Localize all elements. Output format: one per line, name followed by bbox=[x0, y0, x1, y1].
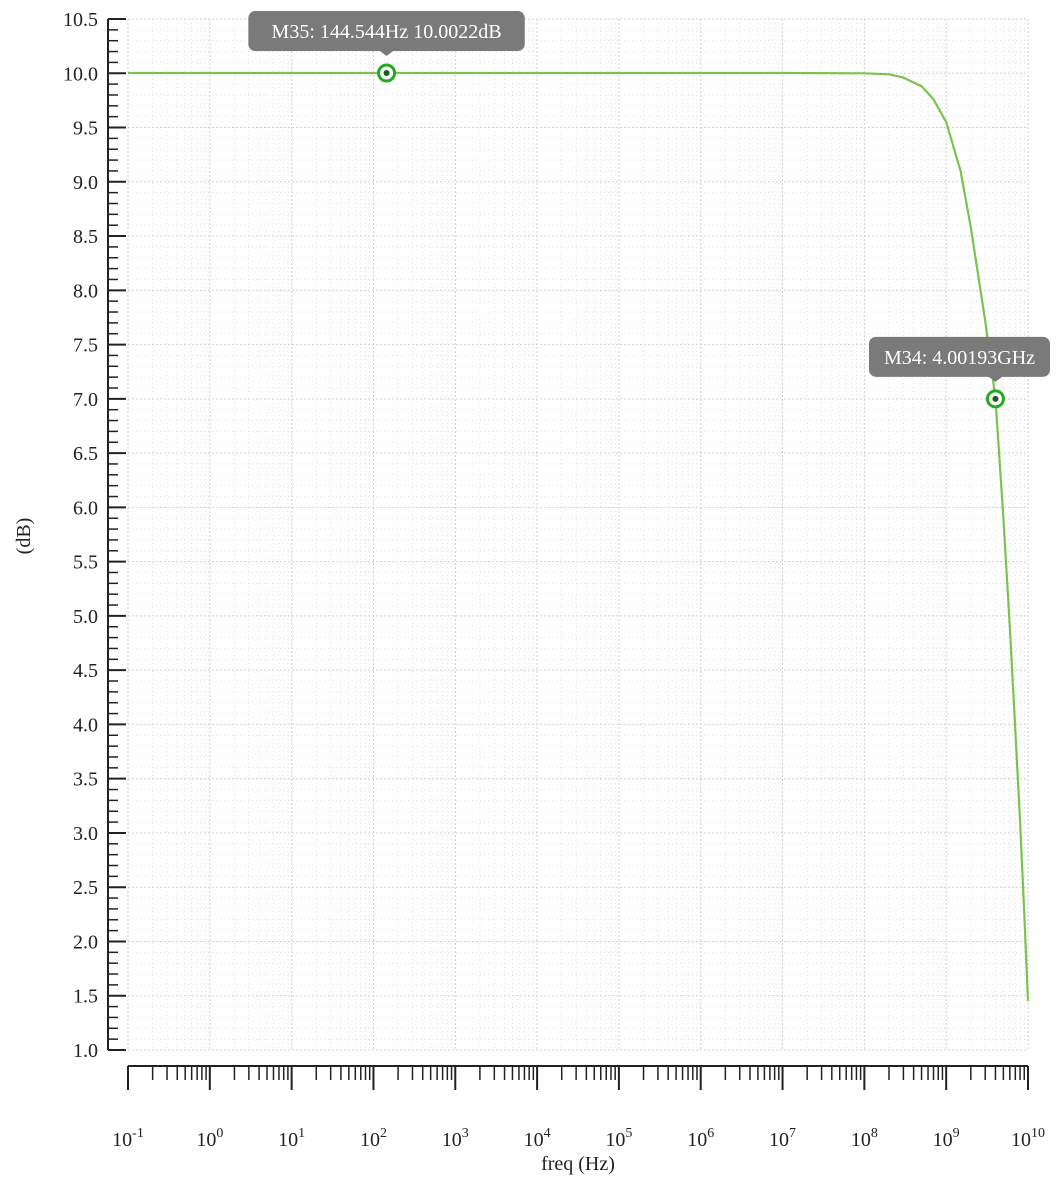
x-tick-exponent: 5 bbox=[625, 1126, 632, 1141]
y-tick-label: 5.0 bbox=[73, 606, 98, 628]
axis-layer: 1.0 1.5 2.0 2.5 3.0 3.5 4.0 4.5 5.0 5.5 6.0 6.5 7.0 7… bbox=[63, 9, 1045, 1151]
x-tick-label: 105 bbox=[605, 1126, 632, 1151]
x-tick-base: 10 bbox=[933, 1129, 953, 1151]
marker-layer: M35: 144.544Hz 10.0022dB M34: 4.00193GHz bbox=[248, 11, 1050, 409]
x-tick-exponent: 10 bbox=[1031, 1126, 1045, 1141]
y-tick-label: 7.0 bbox=[73, 389, 98, 411]
y-tick-label: 9.0 bbox=[73, 172, 98, 194]
x-tick-base: 10 bbox=[278, 1129, 298, 1151]
y-tick-label: 6.5 bbox=[73, 443, 98, 465]
x-tick-exponent: 8 bbox=[871, 1126, 878, 1141]
x-tick-label: 106 bbox=[687, 1126, 714, 1151]
x-tick-exponent: 7 bbox=[789, 1126, 796, 1141]
y-tick-label: 10.5 bbox=[63, 9, 98, 31]
series-layer bbox=[128, 71, 1030, 1002]
x-tick-exponent: 1 bbox=[298, 1126, 305, 1141]
marker-label-text: M35: 144.544Hz 10.0022dB bbox=[272, 21, 502, 43]
marker-point-dot bbox=[992, 395, 999, 402]
x-tick-base: 10 bbox=[687, 1129, 707, 1151]
y-tick-label: 7.5 bbox=[73, 335, 98, 357]
x-tick-label: 102 bbox=[360, 1126, 387, 1151]
x-tick-label: 109 bbox=[933, 1126, 960, 1151]
y-tick-label: 10.0 bbox=[63, 63, 98, 85]
x-tick-label: 104 bbox=[524, 1126, 551, 1151]
marker-label-text: M34: 4.00193GHz bbox=[884, 347, 1035, 369]
x-tick-label: 1010 bbox=[1011, 1126, 1045, 1151]
marker-label-box bbox=[869, 336, 1050, 377]
x-tick-exponent: 6 bbox=[707, 1126, 714, 1141]
x-axis-label: freq (Hz) bbox=[541, 1153, 615, 1175]
y-axis-label: (dB) bbox=[13, 518, 35, 555]
y-tick-label: 2.0 bbox=[73, 931, 98, 953]
x-tick-label: 107 bbox=[769, 1126, 796, 1151]
y-tick-label: 6.0 bbox=[73, 497, 98, 519]
x-tick-base: 10 bbox=[442, 1129, 462, 1151]
x-tick-label: 100 bbox=[196, 1126, 223, 1151]
y-tick-label: 5.5 bbox=[73, 552, 98, 574]
x-tick-exponent: 3 bbox=[462, 1126, 469, 1141]
y-tick-label: 2.5 bbox=[73, 877, 98, 899]
y-tick-label: 3.5 bbox=[73, 769, 98, 791]
marker-point-dot bbox=[383, 70, 390, 77]
y-tick-label: 3.0 bbox=[73, 823, 98, 845]
x-tick-exponent: 2 bbox=[380, 1126, 387, 1141]
x-tick-label: 10-1 bbox=[112, 1126, 144, 1151]
x-tick-base: 10 bbox=[360, 1129, 380, 1151]
y-tick-label: 1.5 bbox=[73, 986, 98, 1008]
x-tick-base: 10 bbox=[1011, 1129, 1031, 1151]
x-tick-label: 101 bbox=[278, 1126, 305, 1151]
x-tick-exponent: 0 bbox=[216, 1126, 223, 1141]
y-tick-label: 1.0 bbox=[73, 1040, 98, 1062]
x-tick-base: 10 bbox=[196, 1129, 216, 1151]
marker-label-pointer bbox=[378, 50, 395, 57]
x-tick-base: 10 bbox=[851, 1129, 871, 1151]
series-line bbox=[128, 71, 1030, 1002]
y-tick-label: 4.0 bbox=[73, 714, 98, 736]
x-tick-base: 10 bbox=[524, 1129, 544, 1151]
marker-label-box bbox=[248, 11, 525, 52]
marker-callout: M35: 144.544Hz 10.0022dB bbox=[248, 11, 525, 57]
x-tick-exponent: 4 bbox=[544, 1126, 551, 1141]
marker-callout: M34: 4.00193GHz bbox=[869, 336, 1050, 382]
y-tick-label: 4.5 bbox=[73, 660, 98, 682]
x-tick-base: 10 bbox=[605, 1129, 625, 1151]
y-tick-label: 8.0 bbox=[73, 280, 98, 302]
marker-label-pointer bbox=[987, 375, 1004, 382]
x-tick-exponent: 9 bbox=[953, 1126, 960, 1141]
y-tick-label: 9.5 bbox=[73, 118, 98, 140]
x-tick-base: 10 bbox=[769, 1129, 789, 1151]
x-tick-exponent: -1 bbox=[132, 1126, 144, 1141]
x-tick-label: 103 bbox=[442, 1126, 469, 1151]
x-tick-label: 108 bbox=[851, 1126, 878, 1151]
y-tick-label: 8.5 bbox=[73, 226, 98, 248]
x-tick-base: 10 bbox=[112, 1129, 132, 1151]
